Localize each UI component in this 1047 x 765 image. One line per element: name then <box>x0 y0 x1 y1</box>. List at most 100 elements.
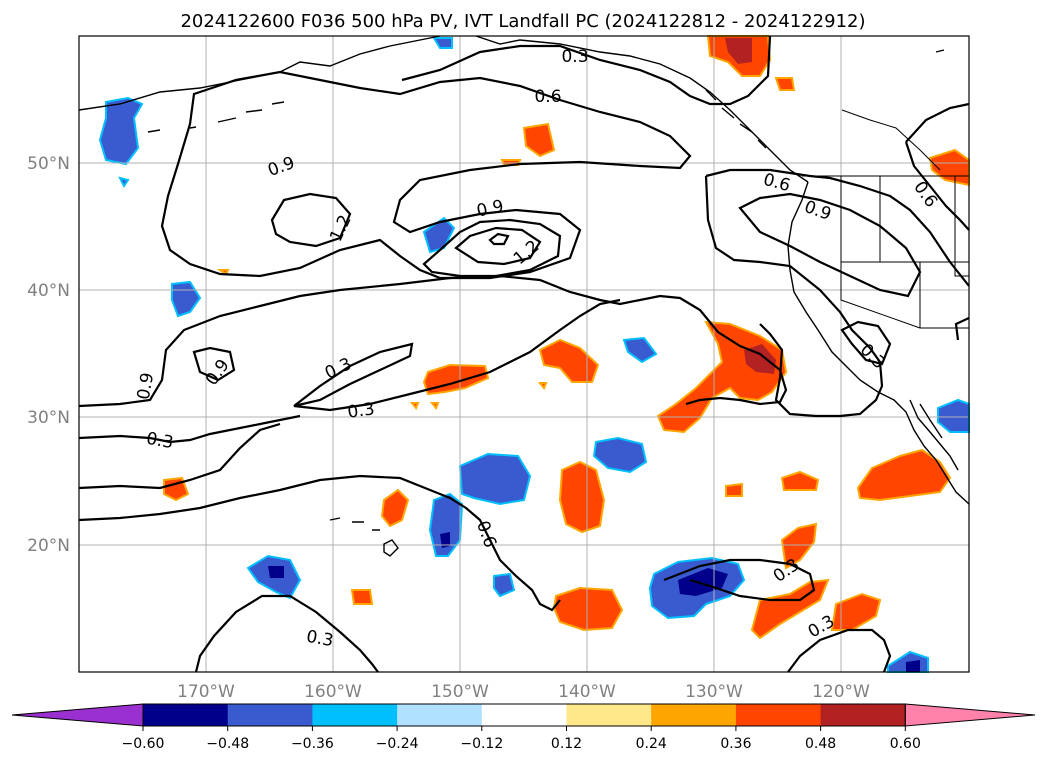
colorbar-segment <box>820 704 906 726</box>
pos-patch <box>522 122 556 158</box>
lon-tick-label: 140°W <box>558 682 616 702</box>
pv-contour-0.9-east <box>738 192 922 298</box>
pv-contour-0.3-trough <box>293 298 621 412</box>
pos-patch <box>537 382 548 390</box>
lat-tick-label: 20°N <box>27 536 70 556</box>
positive-shading <box>163 35 970 640</box>
contour-label: 0.3 <box>346 399 376 423</box>
pos-patch <box>830 592 882 631</box>
neg-patch-core <box>440 532 450 548</box>
pos-patch <box>380 488 410 528</box>
pos-patch <box>856 448 952 502</box>
west-coast <box>787 181 970 505</box>
pos-patch <box>216 269 230 276</box>
pos-patch <box>558 460 606 534</box>
lon-tick-label: 120°W <box>812 682 870 702</box>
colorbar-tick-label: 0.12 <box>551 736 582 752</box>
colorbar-segment <box>566 704 652 726</box>
lat-tick-label: 30°N <box>27 408 70 428</box>
pos-patch <box>780 470 820 491</box>
pos-patch <box>552 586 624 632</box>
pos-patch <box>163 476 190 502</box>
pv-contour-0.9-west <box>192 346 236 382</box>
pos-patch <box>780 522 818 570</box>
colorbar-extend-max <box>904 703 1036 727</box>
lat-axis: 50°N 40°N 30°N 20°N <box>27 154 70 556</box>
pv-contour-0.6-far-east <box>904 102 970 231</box>
neg-patch-core <box>268 566 284 578</box>
neg-patch <box>493 572 516 598</box>
colorbar-tick-label: 0.48 <box>805 736 836 752</box>
colorbar-segment <box>651 704 737 726</box>
pos-patch <box>538 338 600 383</box>
neg-patch <box>592 436 648 474</box>
neg-patch <box>458 452 532 506</box>
neg-patch <box>422 216 456 254</box>
negative-shading <box>98 37 970 673</box>
pv-contour-1.5-center <box>488 232 510 246</box>
pv-contour-0.3-ridge <box>293 342 414 408</box>
contour-label: 0.9 <box>134 371 158 401</box>
lon-tick-label: 170°W <box>177 682 235 702</box>
lon-axis: 170°W 160°W 150°W 140°W 130°W 120°W <box>177 682 870 702</box>
neg-patch <box>118 176 130 188</box>
pv-contours <box>78 35 970 673</box>
hawaii-islands <box>329 517 399 557</box>
colorbar-segment <box>227 704 313 726</box>
pv-contour-0.6-east <box>704 168 970 418</box>
figure-title: 2024122600 F036 500 hPa PV, IVT Landfall… <box>180 11 865 32</box>
neg-patch-core <box>678 568 728 596</box>
pv-contour-0.3-south <box>78 474 561 612</box>
state-borders <box>840 109 969 329</box>
bc-islands <box>705 49 945 149</box>
contour-label: 0.6 <box>534 87 561 107</box>
alaska-coast <box>78 35 809 183</box>
colorbar-segment <box>397 704 483 726</box>
neg-patch <box>622 336 658 364</box>
colorbar-tick-label: 0.60 <box>890 736 921 752</box>
lon-tick-label: 160°W <box>304 682 362 702</box>
colorbar-tick-label: −0.24 <box>376 736 419 752</box>
neg-patch <box>432 37 453 49</box>
colorbar-segment <box>735 704 822 726</box>
colorbar: −0.60 −0.48 −0.36 −0.24 −0.12 0.12 0.24 0.36 0.4… <box>11 703 1036 752</box>
colorbar-segment <box>481 704 567 726</box>
map-frame <box>78 35 970 673</box>
lat-tick-label: 50°N <box>27 154 70 174</box>
colorbar-tick-label: −0.36 <box>291 736 334 752</box>
colorbar-tick-label: −0.48 <box>206 736 249 752</box>
pos-patch <box>774 77 796 91</box>
colorbar-tick-label: 0.24 <box>636 736 667 752</box>
neg-patch <box>98 96 144 166</box>
lat-tick-label: 40°N <box>27 281 70 301</box>
colorbar-tick-label: −0.60 <box>122 736 165 752</box>
pv-contour-1.2-center <box>454 226 542 266</box>
coastlines <box>78 35 970 557</box>
pv-contour-0.6-north <box>160 70 692 280</box>
gridlines <box>79 36 969 672</box>
colorbar-extend-min <box>11 703 144 727</box>
map-panel: 0.3 0.6 0.9 1.2 0.9 1.2 0.9 0.6 0.9 0.6 … <box>78 35 970 673</box>
pv-contour-0.3-north <box>401 35 772 106</box>
contour-label: 0.3 <box>305 627 335 651</box>
pv-contour-0.6-west <box>78 414 301 490</box>
pos-patch <box>409 402 420 410</box>
neg-patch-core <box>906 660 920 672</box>
pv-contour-0.3-east <box>840 320 892 366</box>
pv-contour-1.2-west <box>270 192 352 248</box>
lon-tick-label: 150°W <box>431 682 489 702</box>
pv-contour-0.3-swcurve <box>194 594 379 673</box>
contour-label: 0.3 <box>145 429 175 453</box>
baja-gulf <box>909 399 959 471</box>
pv-contour-0.9-center <box>422 218 562 278</box>
colorbar-segment <box>312 704 398 726</box>
colorbar-tick-label: 0.36 <box>720 736 751 752</box>
colorbar-segment <box>143 704 229 726</box>
pos-patch-core <box>725 38 752 64</box>
pos-patch <box>725 482 743 497</box>
pv-contour-0.3-se <box>663 558 892 673</box>
pos-patch <box>350 589 374 605</box>
neg-patch <box>428 492 464 557</box>
pos-patch <box>429 402 440 410</box>
